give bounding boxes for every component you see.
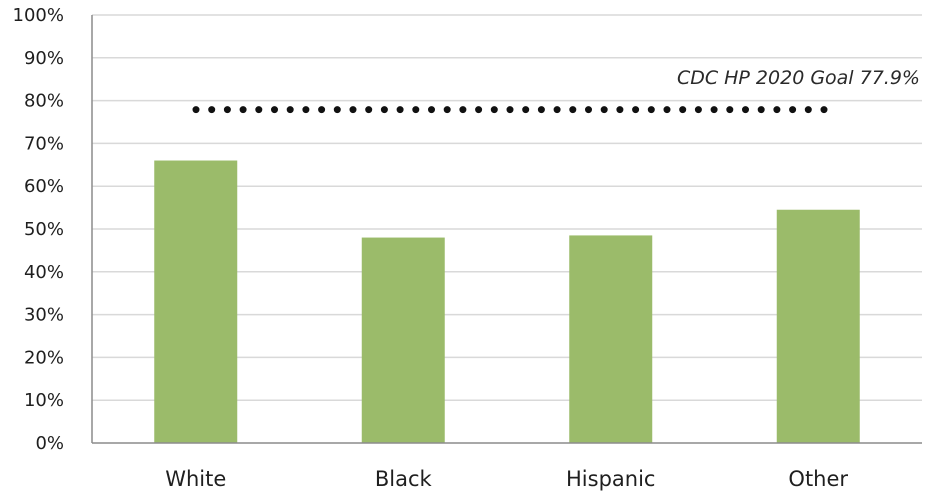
x-category-label: White	[165, 467, 226, 491]
y-tick-label: 60%	[24, 176, 64, 197]
y-tick-label: 50%	[24, 219, 64, 240]
reference-line-group: CDC HP 2020 Goal 77.9%	[192, 67, 920, 114]
y-tick-label: 40%	[24, 262, 64, 283]
y-tick-label: 30%	[24, 305, 64, 326]
bars	[154, 160, 860, 443]
bar-hispanic	[569, 235, 653, 443]
x-category-label: Other	[788, 467, 848, 491]
bar-other	[776, 209, 860, 443]
y-tick-label: 0%	[35, 433, 64, 454]
y-tick-label: 10%	[24, 390, 64, 411]
y-tick-label: 70%	[24, 133, 64, 154]
y-tick-label: 20%	[24, 347, 64, 368]
y-tick-label: 90%	[24, 48, 64, 69]
x-category-label: Black	[375, 467, 433, 491]
axes	[91, 15, 922, 444]
x-category-label: Hispanic	[566, 467, 655, 491]
y-tick-label: 80%	[24, 91, 64, 112]
reference-line-label: CDC HP 2020 Goal 77.9%	[677, 67, 920, 89]
x-axis-category-labels: White Black Hispanic Other	[165, 467, 848, 491]
bar-white	[154, 160, 238, 443]
y-tick-label: 100%	[13, 5, 64, 26]
y-axis-tick-labels: 0% 10% 20% 30% 40% 50% 60% 70% 80% 90% 100%	[13, 5, 64, 454]
bar-black	[361, 237, 445, 443]
